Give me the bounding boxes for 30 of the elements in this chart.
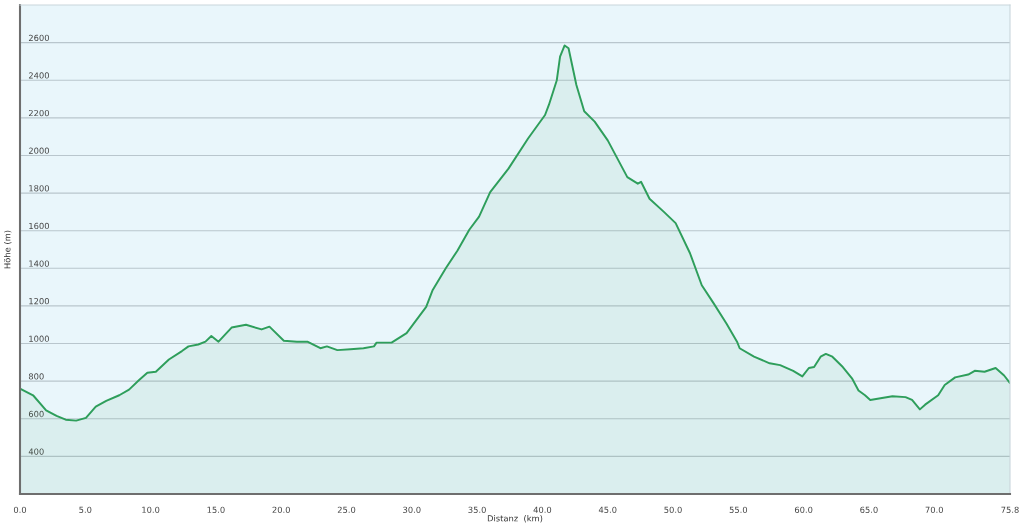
y-tick-label: 2000 xyxy=(28,147,49,154)
y-tick-label: 1400 xyxy=(29,260,49,267)
x-tick-label: 40.0 xyxy=(533,506,552,513)
y-tick-label: 2200 xyxy=(28,109,49,117)
y-tick-label: 1000 xyxy=(29,335,49,342)
y-tick-label: 2600 xyxy=(28,34,49,41)
x-tick-label: 10.0 xyxy=(142,506,160,513)
y-tick-label: 800 xyxy=(28,373,44,380)
y-tick-label: 1800 xyxy=(29,185,49,192)
y-tick-label: 1200 xyxy=(29,298,49,305)
x-tick-label: 60.0 xyxy=(794,506,813,513)
x-tick-label: 15.0 xyxy=(207,506,225,513)
x-tick-label: 5.0 xyxy=(79,506,92,513)
x-tick-label: 35.0 xyxy=(468,506,486,513)
x-tick-label: 30.0 xyxy=(403,506,421,513)
x-tick-label: 55.0 xyxy=(729,506,748,513)
x-tick-label: 75.8 xyxy=(1001,506,1019,513)
x-axis-title: Distanz (km) xyxy=(487,515,543,523)
x-tick-label: 70.0 xyxy=(925,506,943,513)
x-tick-label: 50.0 xyxy=(664,506,682,513)
y-tick-label: 1600 xyxy=(29,222,49,230)
y-tick-label: 400 xyxy=(28,448,44,455)
y-tick-label: 600 xyxy=(28,410,44,418)
y-tick-label: 2400 xyxy=(28,72,49,79)
x-tick-label: 65.0 xyxy=(860,506,878,513)
x-tick-label: 45.0 xyxy=(598,506,617,513)
y-axis-title: Höhe (m) xyxy=(4,230,12,269)
x-tick-label: 20.0 xyxy=(272,506,290,513)
x-tick-label: 0.0 xyxy=(13,506,27,513)
x-tick-label: 25.0 xyxy=(337,506,356,513)
